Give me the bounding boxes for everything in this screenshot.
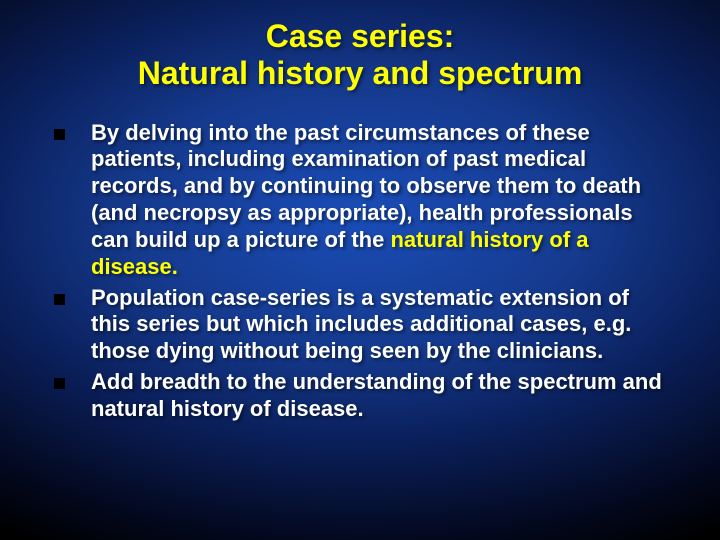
- bullet-text-pre: Add breadth to the understanding of the …: [91, 369, 662, 421]
- slide-content: By delving into the past circumstances o…: [0, 92, 720, 423]
- title-line-2: Natural history and spectrum: [138, 55, 583, 91]
- bullet-text: Add breadth to the understanding of the …: [91, 369, 670, 423]
- bullet-square-icon: [54, 294, 65, 305]
- slide-title: Case series: Natural history and spectru…: [0, 0, 720, 92]
- bullet-item: Population case-series is a systematic e…: [50, 285, 670, 365]
- bullet-text-pre: Population case-series is a systematic e…: [91, 285, 631, 364]
- slide-container: Case series: Natural history and spectru…: [0, 0, 720, 540]
- title-line-1: Case series:: [266, 18, 455, 54]
- bullet-square-icon: [54, 129, 65, 140]
- bullet-square-icon: [54, 378, 65, 389]
- bullet-item: By delving into the past circumstances o…: [50, 120, 670, 281]
- bullet-text: By delving into the past circumstances o…: [91, 120, 670, 281]
- bullet-item: Add breadth to the understanding of the …: [50, 369, 670, 423]
- bullet-text: Population case-series is a systematic e…: [91, 285, 670, 365]
